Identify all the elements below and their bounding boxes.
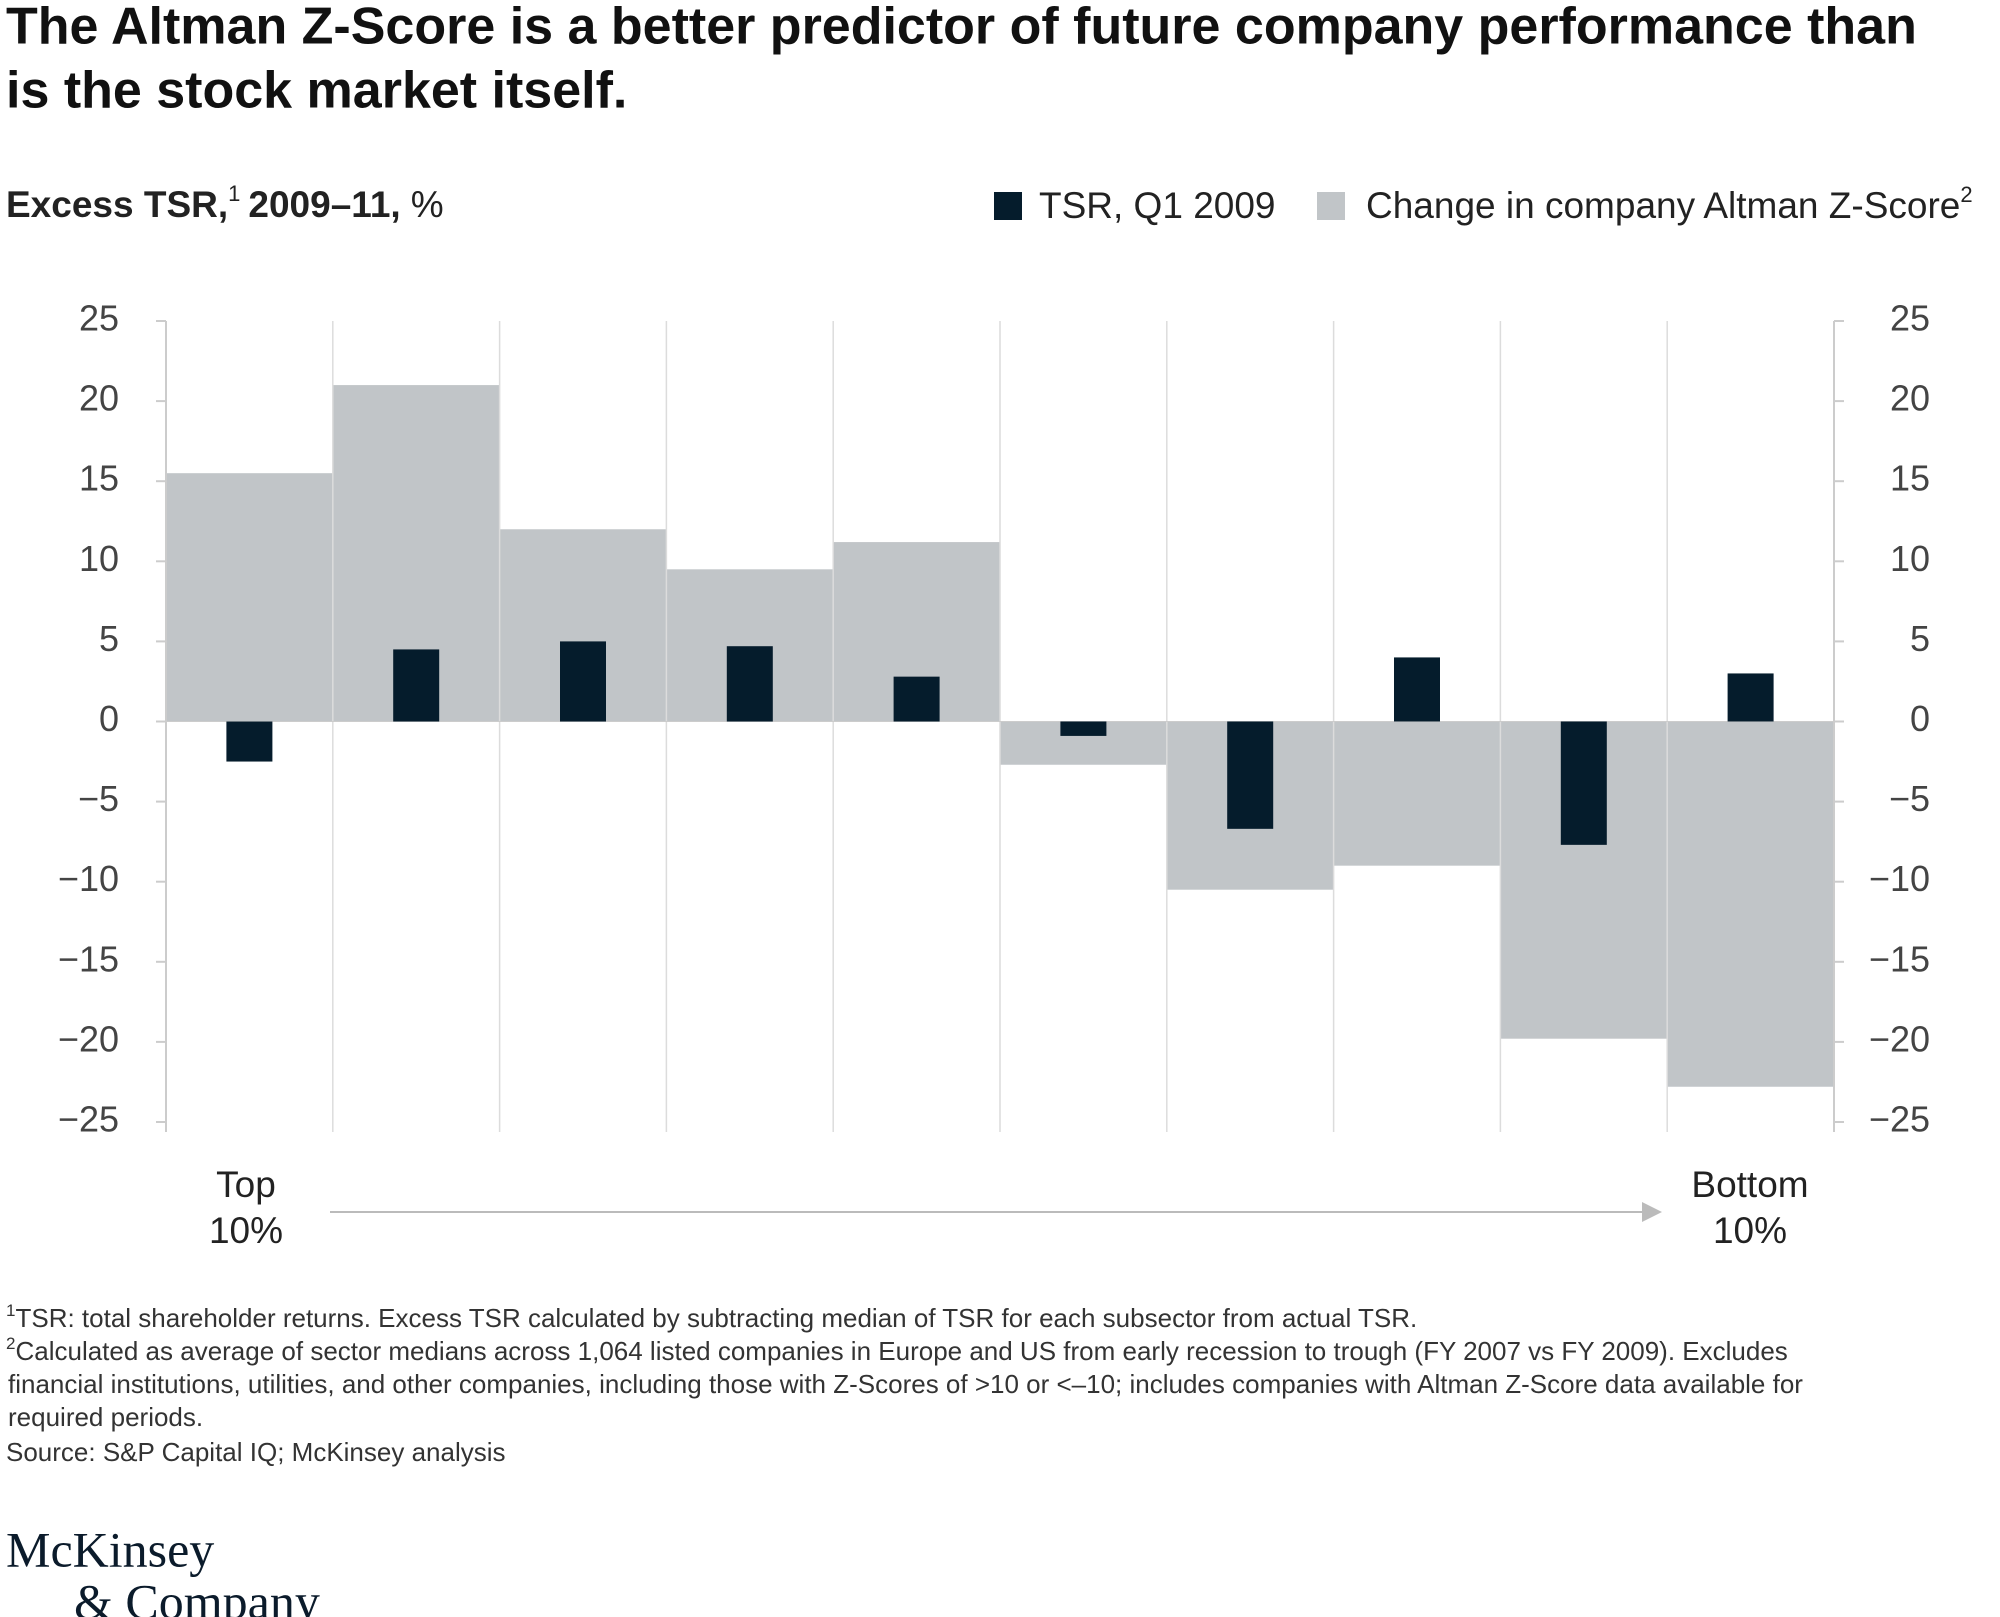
y-tick-label: 20 [79,378,119,419]
y2-tick-label: −5 [1889,778,1930,819]
y2-tick-label: 10 [1890,538,1930,579]
tsr-bar [393,649,440,722]
end-label: 10% [1713,1210,1787,1251]
footnote-text: Calculated as average of sector medians … [15,1336,1787,1366]
footnote-text: required periods. [8,1402,203,1432]
footnote-mark: 2 [6,1334,15,1353]
source: Source: S&P Capital IQ; McKinsey analysi… [6,1437,506,1467]
tsr-bar [1560,721,1607,845]
y-label-unit: % [411,184,444,225]
legend-swatch [1317,192,1345,220]
legend-label: TSR, Q1 2009 [1039,185,1276,226]
y-tick-label: −20 [58,1018,119,1059]
y2-tick-label: −20 [1869,1018,1930,1059]
footnote: 1TSR: total shareholder returns. Excess … [6,1301,1417,1332]
logo: McKinsey [6,1521,214,1577]
footnote-mark: 1 [228,181,240,206]
legend-label: Change in company Altman Z-Score2 [1366,182,1973,226]
y-label-text: Excess TSR, [6,184,228,225]
y2-tick-label: 20 [1890,378,1930,419]
footnote-text: financial institutions, utilities, and o… [8,1369,1803,1399]
y2-tick-label: −15 [1869,938,1930,979]
tsr-bar [1727,673,1774,722]
y2-tick-label: 25 [1890,298,1930,339]
tsr-bar [726,646,773,722]
tsr-bar [893,676,940,722]
footnote-mark: 2 [1960,182,1972,207]
y-tick-label: 0 [99,698,119,739]
legend-text: Change in company Altman Z-Score [1366,185,1960,226]
tsr-bar [1394,657,1440,722]
footnote-text: TSR: total shareholder returns. Excess T… [15,1303,1417,1333]
footnote: required periods. [8,1402,203,1432]
start-label: Top [216,1164,276,1205]
y-tick-label: −15 [58,938,119,979]
tsr-bar [226,721,273,762]
footnote: 2Calculated as average of sector medians… [6,1334,1788,1365]
y2-tick-label: 5 [1910,618,1930,659]
zscore-bar [1333,721,1501,866]
legend-swatch [994,192,1022,220]
end-label: Bottom [1691,1164,1808,1205]
y2-tick-label: −10 [1869,858,1930,899]
y-tick-label: 25 [79,298,119,339]
tsr-bar [1227,721,1274,829]
y2-tick-label: 15 [1890,458,1930,499]
y-tick-label: 15 [79,458,119,499]
y-tick-label: 10 [79,538,119,579]
y-tick-label: −10 [58,858,119,899]
logo: & Company [74,1573,320,1617]
footnote-mark: 1 [6,1301,15,1320]
tsr-bar [560,641,606,722]
y-axis-label: Excess TSR,1 2009–11,% [6,181,444,225]
chart-title: is the stock market itself. [6,62,627,120]
y-tick-label: 5 [99,618,119,659]
y-tick-label: −25 [58,1099,119,1140]
y-label-years: 2009–11, [248,184,400,225]
start-label: 10% [209,1210,283,1251]
zscore-bar [1667,721,1834,1087]
y2-tick-label: 0 [1910,698,1930,739]
y-tick-label: −5 [78,778,119,819]
y2-tick-label: −25 [1869,1099,1930,1140]
tsr-bar [1060,721,1107,736]
zscore-bar [166,473,333,722]
footnote: financial institutions, utilities, and o… [8,1369,1803,1399]
chart-title: The Altman Z-Score is a better predictor… [6,0,1917,56]
